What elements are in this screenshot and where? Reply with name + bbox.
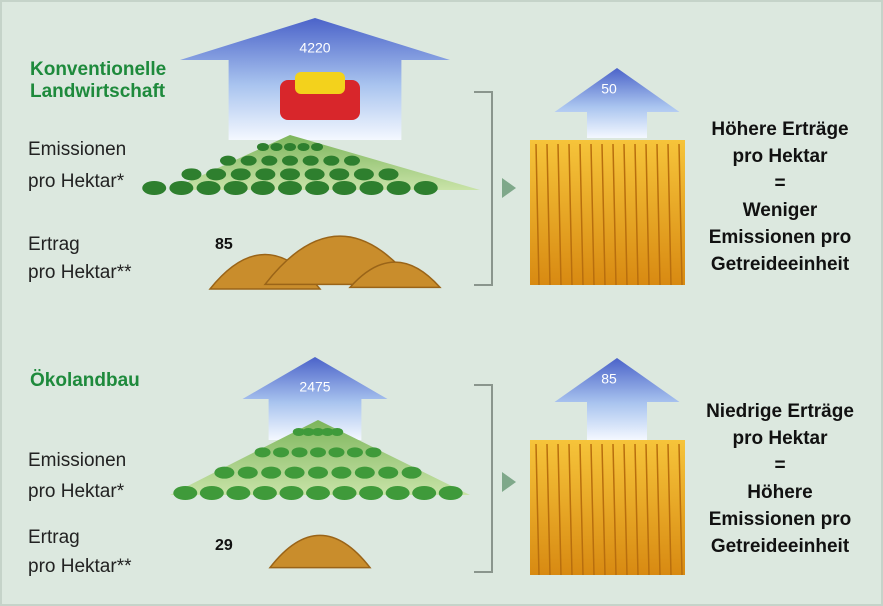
yield-label: Ertrag	[28, 234, 80, 255]
plant	[333, 486, 357, 500]
plant	[273, 447, 289, 457]
plant	[261, 156, 277, 166]
plant	[292, 447, 308, 457]
unit-emission-value: 50	[601, 81, 617, 97]
wheat	[530, 140, 685, 285]
conclusion-line: Getreideeinheit	[711, 254, 850, 275]
plant	[284, 143, 296, 151]
plant	[173, 486, 197, 500]
unit-emission-value: 85	[601, 371, 617, 387]
plant	[331, 428, 343, 436]
plant	[251, 181, 275, 195]
plant	[238, 467, 258, 479]
conclusion-line: Niedrige Erträge	[706, 401, 854, 422]
plant	[331, 467, 351, 479]
yield-label: Ertrag	[28, 527, 80, 548]
plant	[255, 447, 271, 457]
plant	[306, 486, 330, 500]
infographic: KonventionelleLandwirtschaft4220Emission…	[0, 0, 883, 606]
plant	[365, 447, 381, 457]
section-title: Ökolandbau	[30, 370, 140, 391]
plant	[255, 168, 275, 180]
yield-value: 29	[215, 537, 233, 554]
plant	[142, 181, 166, 195]
plant	[378, 467, 398, 479]
plant	[270, 143, 282, 151]
plant	[402, 467, 422, 479]
plant	[224, 181, 248, 195]
plant	[200, 486, 224, 500]
emissions-label: pro Hektar*	[28, 171, 125, 192]
plant	[220, 156, 236, 166]
plant	[386, 486, 410, 500]
plant	[206, 168, 226, 180]
yield-value: 85	[215, 236, 233, 253]
body: KonventionelleLandwirtschaft4220Emission…	[0, 0, 883, 606]
plant	[347, 447, 363, 457]
plant	[332, 181, 356, 195]
plant	[323, 156, 339, 166]
conclusion-line: Emissionen pro	[709, 227, 852, 248]
plant	[412, 486, 436, 500]
plant	[308, 467, 328, 479]
plant	[197, 181, 221, 195]
plant	[261, 467, 281, 479]
plant	[279, 486, 303, 500]
plant	[310, 447, 326, 457]
emissions-label: Emissionen	[28, 450, 126, 471]
plant	[305, 168, 325, 180]
plant	[285, 467, 305, 479]
page: Emissionen pro Getreideeinheit {"section…	[0, 0, 883, 606]
tractor-tank	[295, 72, 345, 94]
plant	[387, 181, 411, 195]
plant	[354, 168, 374, 180]
yield-label: pro Hektar**	[28, 556, 132, 577]
conclusion-line: Emissionen pro	[709, 509, 852, 530]
plant	[169, 181, 193, 195]
plant	[329, 168, 349, 180]
conclusion-line: Höhere	[747, 482, 812, 503]
conclusion-line: =	[774, 455, 785, 476]
plant	[414, 181, 438, 195]
section-title: Landwirtschaft	[30, 81, 166, 102]
conclusion-line: Getreideeinheit	[711, 536, 850, 557]
plant	[305, 181, 329, 195]
section-title: Konventionelle	[30, 59, 166, 80]
emission-value: 4220	[299, 40, 330, 56]
conclusion-line: pro Hektar	[732, 428, 828, 449]
plant	[181, 168, 201, 180]
plant	[311, 143, 323, 151]
emissions-label: Emissionen	[28, 139, 126, 160]
plant	[253, 486, 277, 500]
conclusion-line: =	[774, 173, 785, 194]
plant	[379, 168, 399, 180]
conclusion-line: Weniger	[743, 200, 818, 221]
plant	[359, 486, 383, 500]
plant	[214, 467, 234, 479]
plant	[278, 181, 302, 195]
plant	[257, 143, 269, 151]
plant	[328, 447, 344, 457]
emissions-label: pro Hektar*	[28, 481, 125, 502]
plant	[303, 156, 319, 166]
plant	[280, 168, 300, 180]
plant	[344, 156, 360, 166]
yield-label: pro Hektar**	[28, 262, 132, 283]
conclusion-line: pro Hektar	[732, 146, 828, 167]
plant	[231, 168, 251, 180]
wheat	[530, 440, 685, 575]
conclusion-line: Höhere Erträge	[711, 119, 848, 140]
plant	[298, 143, 310, 151]
plant	[241, 156, 257, 166]
plant	[439, 486, 463, 500]
plant	[226, 486, 250, 500]
emission-value: 2475	[299, 379, 330, 395]
plant	[282, 156, 298, 166]
plant	[355, 467, 375, 479]
plant	[359, 181, 383, 195]
